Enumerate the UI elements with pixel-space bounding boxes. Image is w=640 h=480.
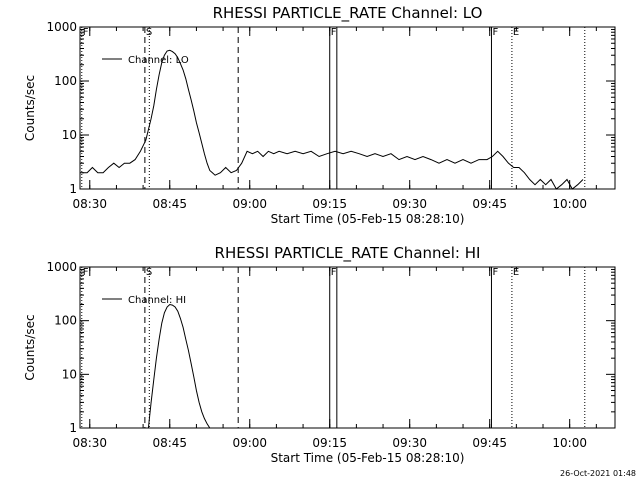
marker-label: F	[492, 27, 498, 38]
y-tick-label: 10	[62, 367, 77, 381]
chart-title: RHESSI PARTICLE_RATE Channel: LO	[213, 4, 483, 23]
timestamp: 26-Oct-2021 01:48	[560, 469, 636, 478]
marker-label: F	[83, 267, 89, 278]
x-tick-label: 08:30	[72, 436, 107, 450]
plot-frame	[79, 266, 616, 429]
x-tick-label: 09:45	[472, 436, 507, 450]
lo-channel-panel: RHESSI PARTICLE_RATE Channel: LO 1 10 100 10…	[23, 4, 616, 226]
marker-label: S	[146, 27, 152, 38]
x-axis-label: Start Time (05-Feb-15 08:28:10)	[271, 451, 465, 465]
chart-title: RHESSI PARTICLE_RATE Channel: HI	[215, 244, 481, 263]
x-tick-label: 10:00	[552, 436, 587, 450]
y-tick-label: 1	[69, 421, 77, 435]
marker-label: F	[331, 27, 337, 38]
x-tick-label: 09:30	[392, 436, 427, 450]
plot-frame	[79, 26, 616, 190]
y-tick-label: 100	[54, 74, 77, 88]
marker-label: S	[146, 267, 152, 278]
x-tick-label: 09:15	[312, 436, 347, 450]
x-tick-label: 08:45	[152, 197, 187, 211]
y-tick-label: 1000	[46, 20, 77, 34]
y-tick-label: 1000	[46, 260, 77, 274]
y-tick-label: 1	[69, 182, 77, 196]
marker-label: E	[513, 27, 519, 38]
y-axis-label: Counts/sec	[23, 314, 37, 380]
series-line	[147, 303, 216, 429]
x-tick-label: 09:45	[472, 197, 507, 211]
x-tick-label: 09:30	[392, 197, 427, 211]
marker-label: F	[492, 267, 498, 278]
series-line	[81, 49, 584, 190]
x-tick-label: 09:00	[232, 197, 267, 211]
legend-label: Channel: LO	[128, 55, 189, 66]
hi-channel-panel: RHESSI PARTICLE_RATE Channel: HI 1 10 100 10…	[23, 244, 616, 465]
legend-label: Channel: HI	[128, 295, 186, 306]
y-axis-label: Counts/sec	[23, 75, 37, 141]
x-axis-label: Start Time (05-Feb-15 08:28:10)	[271, 212, 465, 226]
y-tick-label: 100	[54, 314, 77, 328]
x-tick-label: 10:00	[552, 197, 587, 211]
marker-label: F	[83, 27, 89, 38]
marker-label: F	[331, 267, 337, 278]
x-tick-label: 08:30	[72, 197, 107, 211]
marker-label: E	[513, 267, 519, 278]
x-tick-label: 08:45	[152, 436, 187, 450]
x-tick-label: 09:15	[312, 197, 347, 211]
x-tick-label: 09:00	[232, 436, 267, 450]
y-tick-label: 10	[62, 128, 77, 142]
